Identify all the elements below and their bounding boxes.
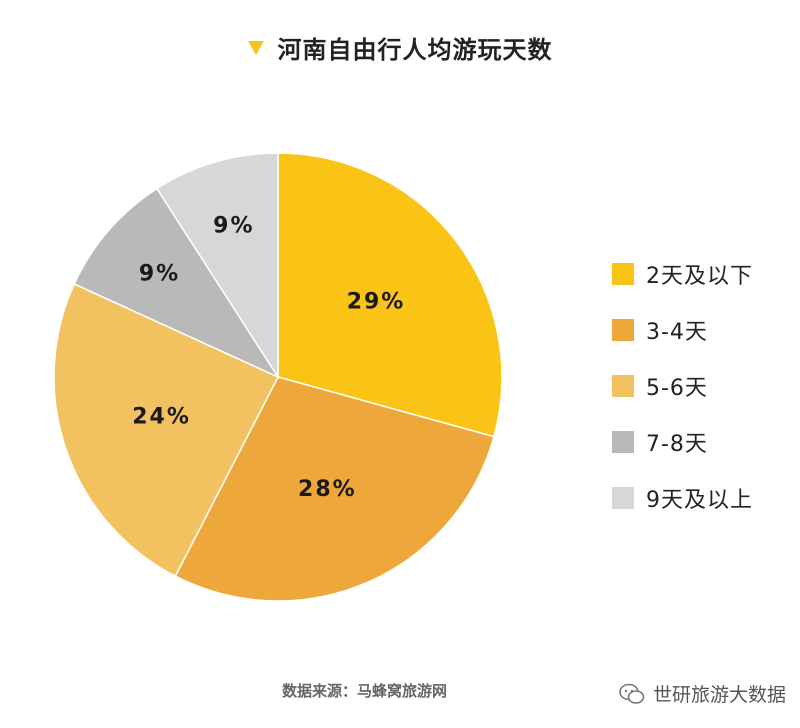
pie-slice	[277, 152, 503, 438]
legend-item: 7-8天	[612, 414, 753, 470]
slice-label: 28%	[298, 477, 357, 502]
legend-label: 2天及以下	[646, 264, 753, 289]
legend-swatch	[612, 319, 634, 341]
legend-label: 5-6天	[646, 376, 708, 401]
pie-slice	[174, 376, 495, 602]
pie-slice	[73, 187, 281, 379]
legend-label: 3-4天	[646, 320, 708, 345]
legend-swatch	[612, 263, 634, 285]
watermark: 世研旅游大数据	[619, 680, 786, 707]
legend-label: 7-8天	[646, 432, 708, 457]
slice-label: 9%	[213, 214, 254, 239]
pie-slice	[155, 152, 279, 380]
legend-item: 3-4天	[612, 302, 753, 358]
legend-item: 9天及以上	[612, 470, 753, 526]
chart-title: 河南自由行人均游玩天数	[277, 36, 553, 64]
title-triangle-icon	[247, 40, 264, 55]
legend-swatch	[612, 431, 634, 453]
slice-label: 24%	[132, 404, 191, 429]
chart-legend: 2天及以下 3-4天 5-6天 7-8天 9天及以上	[612, 246, 753, 526]
legend-item: 5-6天	[612, 358, 753, 414]
chart-title-row: 河南自由行人均游玩天数	[0, 30, 800, 65]
watermark-label: 世研旅游大数据	[652, 684, 786, 706]
slice-label: 29%	[347, 289, 406, 314]
legend-label: 9天及以上	[646, 488, 753, 513]
pie-slice	[53, 282, 280, 578]
data-source: 数据来源：马蜂窝旅游网	[282, 682, 448, 700]
wechat-icon	[619, 683, 645, 704]
legend-swatch	[612, 487, 634, 509]
legend-swatch	[612, 375, 634, 397]
legend-item: 2天及以下	[612, 246, 753, 302]
slice-label: 9%	[139, 261, 180, 286]
